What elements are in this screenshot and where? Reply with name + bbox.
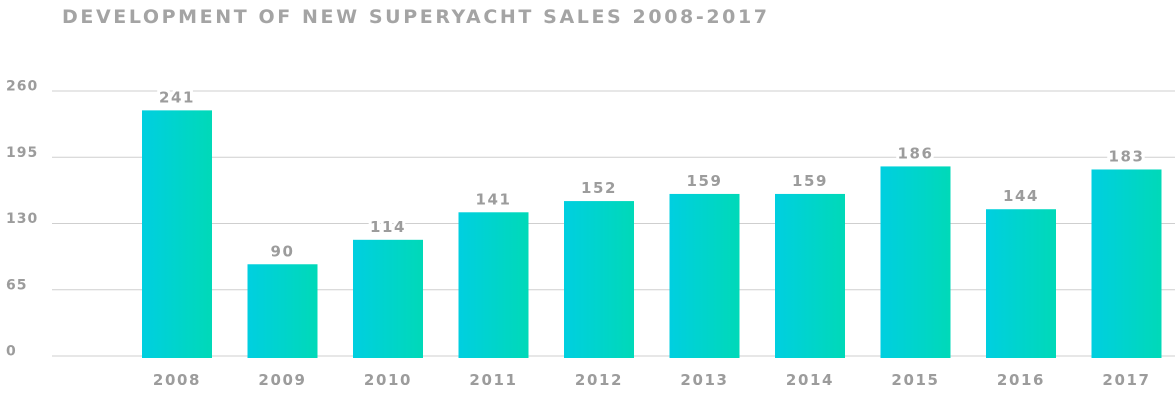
bar-2014 — [775, 193, 845, 358]
y-tick-label: 0 — [6, 344, 17, 360]
x-tick-label: 2008 — [153, 371, 201, 389]
value-label: 152 — [581, 179, 617, 197]
value-label: 144 — [1003, 187, 1039, 205]
x-tick-label: 2011 — [469, 371, 517, 389]
value-label: 159 — [686, 172, 722, 190]
x-tick-label: 2009 — [258, 371, 306, 389]
x-tick-label: 2017 — [1102, 371, 1150, 389]
bar-2008 — [142, 110, 212, 358]
value-label: 241 — [159, 88, 195, 106]
bar-2012 — [564, 201, 634, 358]
bar-2009 — [247, 264, 318, 358]
bar-2010 — [353, 239, 423, 358]
value-label: 183 — [1108, 147, 1144, 165]
x-tick-label: 2013 — [680, 371, 728, 389]
bar-2016 — [986, 209, 1056, 358]
x-tick-label: 2014 — [786, 371, 834, 389]
y-tick-label: 130 — [6, 211, 38, 227]
x-tick-label: 2010 — [364, 371, 412, 389]
value-label: 159 — [792, 172, 828, 190]
bar-2011 — [458, 212, 529, 358]
bar-2015 — [880, 166, 951, 358]
bar-2017 — [1091, 169, 1162, 358]
value-label: 114 — [370, 218, 406, 236]
chart-title: DEVELOPMENT OF NEW SUPERYACHT SALES 2008… — [62, 6, 770, 28]
x-tick-label: 2012 — [575, 371, 623, 389]
value-label: 141 — [475, 190, 511, 208]
labels: 0 65 130 195 260 241 2008 90 2009 114 2010 141 2011 1… — [6, 79, 1150, 390]
y-tick-label: 195 — [6, 145, 38, 161]
value-label: 186 — [897, 144, 933, 162]
x-tick-label: 2016 — [997, 371, 1045, 389]
value-label: 90 — [270, 242, 294, 260]
y-tick-label: 65 — [6, 277, 27, 293]
x-tick-label: 2015 — [891, 371, 939, 389]
bars — [142, 110, 1162, 358]
bar-2013 — [669, 193, 740, 358]
y-tick-label: 260 — [6, 79, 38, 95]
